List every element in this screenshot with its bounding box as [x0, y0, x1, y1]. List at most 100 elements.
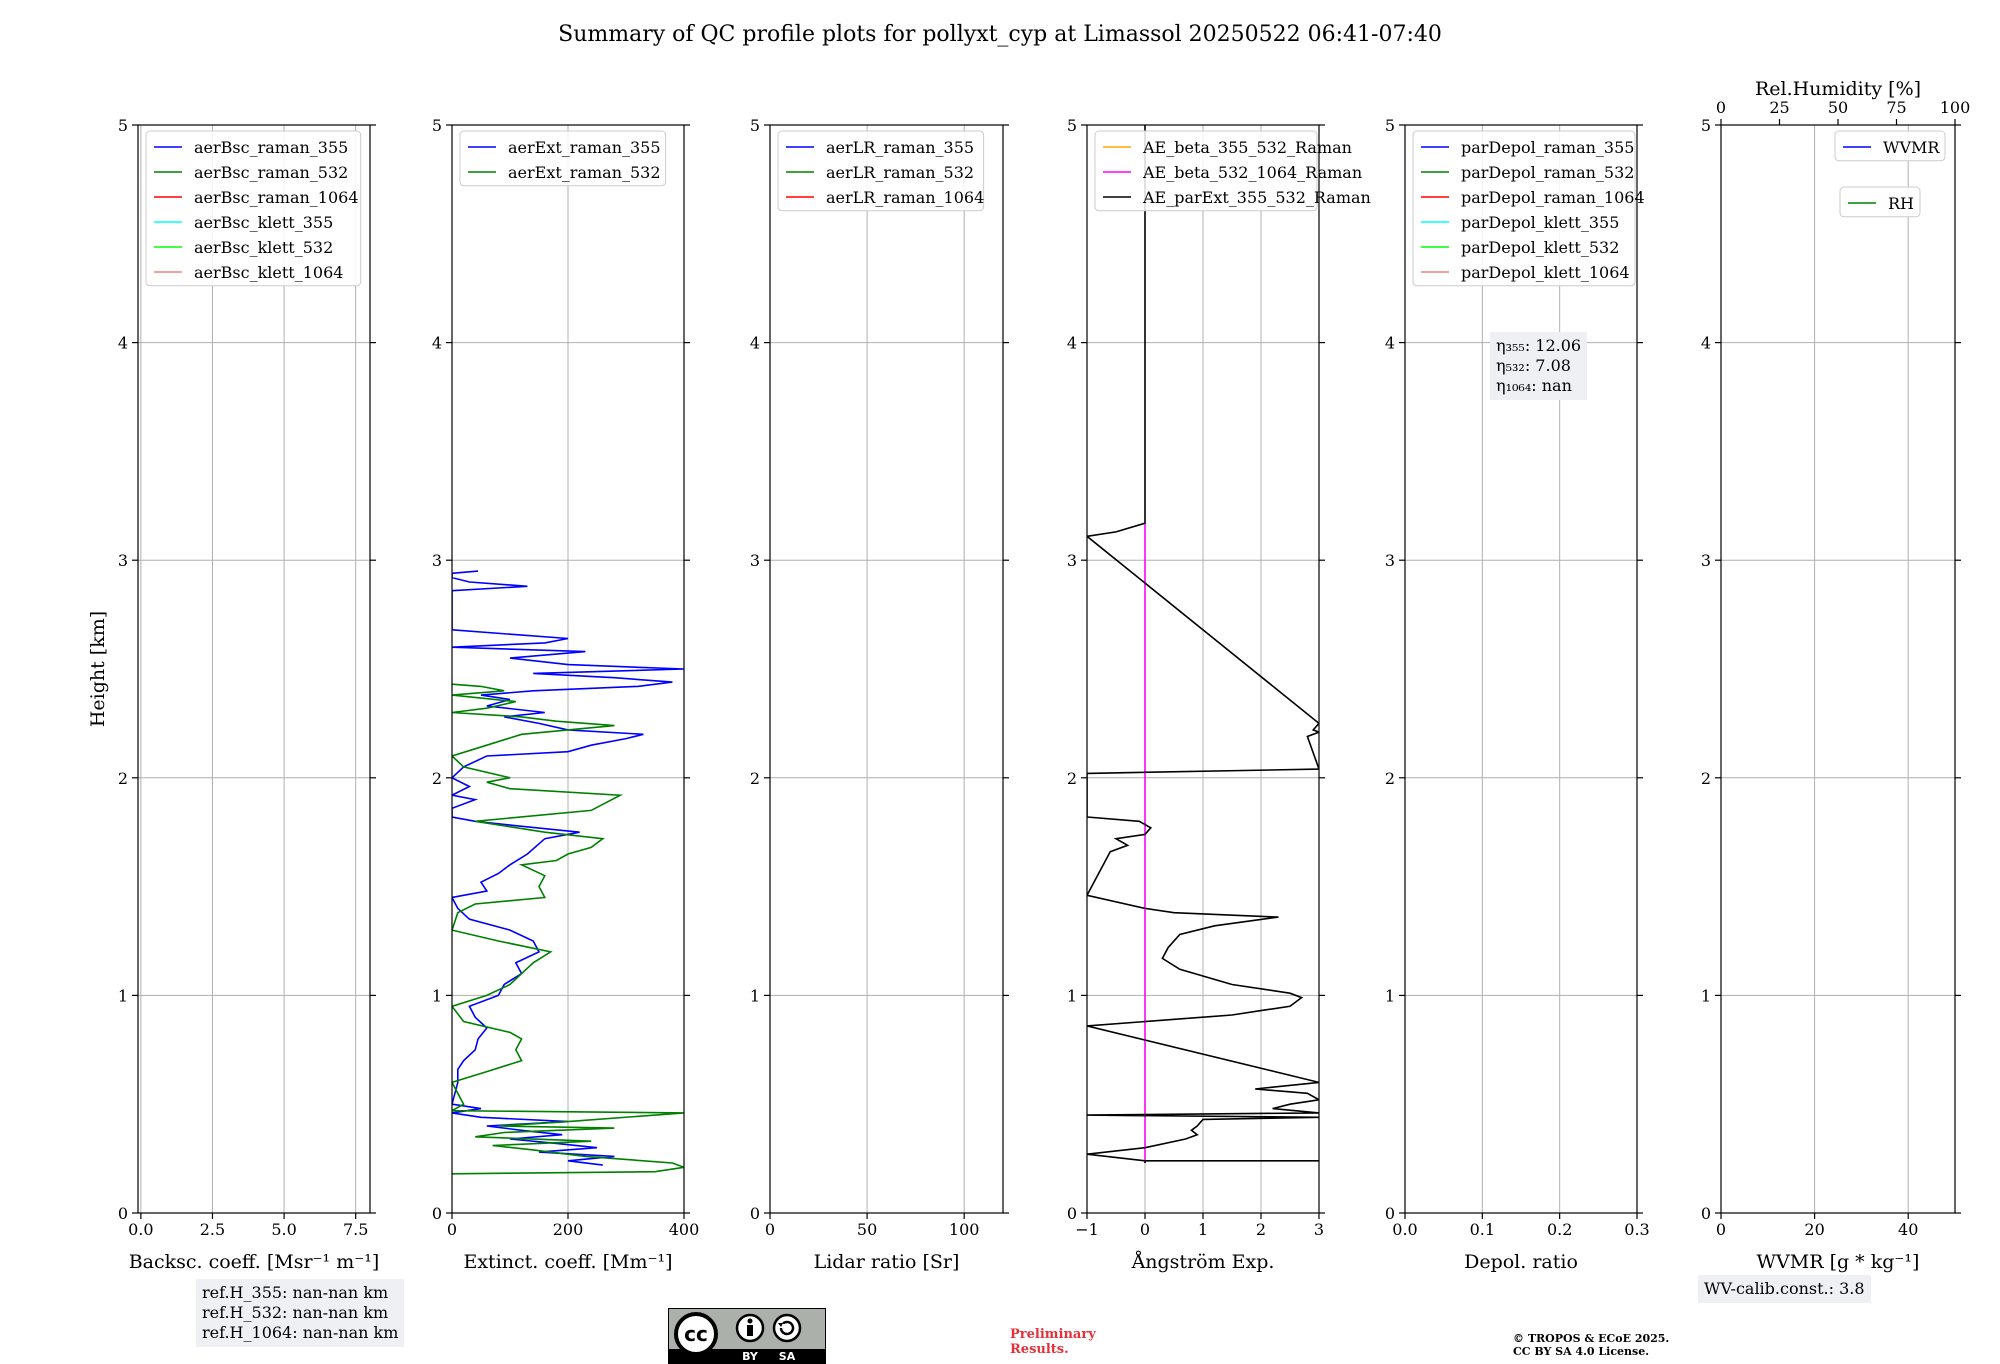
legend-label: aerBsc_raman_532 [194, 163, 348, 182]
legend-label: parDepol_raman_1064 [1461, 188, 1645, 207]
cc-by-sa-badge: cc BY SA [668, 1308, 826, 1364]
legend-label: parDepol_raman_532 [1461, 163, 1634, 182]
y-tick-label: 2 [118, 769, 128, 788]
y-tick-label: 3 [750, 551, 760, 570]
x-tick-label: 100 [949, 1220, 980, 1239]
top-x-tick-label: 75 [1886, 98, 1906, 117]
x-tick-label: 0.0 [1392, 1220, 1417, 1239]
y-tick-label: 3 [432, 551, 442, 570]
legend-label: aerBsc_klett_532 [194, 238, 333, 257]
legend-label: aerBsc_raman_355 [194, 138, 348, 157]
legend-label: parDepol_klett_355 [1461, 213, 1619, 232]
top-x-axis-label: Rel.Humidity [%] [1755, 78, 1921, 100]
x-tick-label: 400 [669, 1220, 700, 1239]
y-tick-label: 3 [1385, 551, 1395, 570]
x-axis-label: Ångström Exp. [1131, 1251, 1275, 1273]
y-tick-label: 1 [1067, 986, 1077, 1005]
y-tick-label: 2 [1067, 769, 1077, 788]
y-tick-label: 4 [432, 334, 442, 353]
y-tick-label: 1 [432, 986, 442, 1005]
legend-label: AE_parExt_355_532_Raman [1142, 188, 1371, 207]
cc-logo-text: cc [684, 1322, 708, 1346]
y-axis-label: Height [km] [87, 611, 109, 727]
ref-h-1064-text: ref.H_1064: nan-nan km [202, 1323, 399, 1342]
x-tick-label: 0 [1140, 1220, 1150, 1239]
y-tick-label: 0 [1385, 1204, 1395, 1223]
page-title: Summary of QC profile plots for pollyxt_… [558, 22, 1442, 47]
y-tick-label: 0 [1701, 1204, 1711, 1223]
x-tick-label: 40 [1898, 1220, 1918, 1239]
y-tick-label: 1 [1701, 986, 1711, 1005]
y-tick-label: 4 [1701, 334, 1711, 353]
x-tick-label: 20 [1804, 1220, 1824, 1239]
y-tick-label: 4 [1385, 334, 1395, 353]
legend: aerExt_raman_355 aerExt_raman_532 [459, 130, 667, 187]
x-tick-label: 7.5 [343, 1220, 368, 1239]
y-tick-label: 2 [750, 769, 760, 788]
eta-1064-text: η₁₀₆₄: nan [1496, 376, 1572, 395]
x-tick-label: 2 [1256, 1220, 1266, 1239]
y-tick-label: 1 [1385, 986, 1395, 1005]
cc-logo-icon [674, 1312, 718, 1356]
y-tick-label: 5 [1067, 116, 1077, 135]
legend-rh: RH [1839, 186, 1921, 218]
legend-label: WVMR [1883, 138, 1940, 157]
axes-frame [1404, 124, 1638, 1214]
legend-label: parDepol_klett_532 [1461, 238, 1619, 257]
x-tick-label: 0 [447, 1220, 457, 1239]
series-line-aerExt_raman_355 [452, 570, 684, 1166]
preliminary-results-note: Preliminary Results. [1010, 1327, 1096, 1357]
top-x-tick-label: 50 [1828, 98, 1848, 117]
copyright-line-2: CC BY SA 4.0 License. [1513, 1345, 1650, 1358]
top-x-tick-label: 25 [1769, 98, 1789, 117]
y-tick-label: 0 [432, 1204, 442, 1223]
x-tick-label: 0.0 [128, 1220, 153, 1239]
legend-label: AE_beta_532_1064_Raman [1142, 163, 1362, 182]
legend: AE_beta_355_532_Raman AE_beta_532_1064_Ra… [1094, 130, 1371, 212]
legend-label: aerBsc_klett_355 [194, 213, 333, 232]
panel-depolarization: 0.0 0.1 0.2 0.3 0 1 2 3 4 5 Depol. ratio parDepol_r… [1385, 116, 1650, 1273]
axes-frame [137, 124, 371, 1214]
copyright-line-1: © TROPOS & ECoE 2025. [1513, 1332, 1670, 1345]
legend-label: parDepol_raman_355 [1461, 138, 1634, 157]
y-tick-label: 2 [1701, 769, 1711, 788]
preliminary-line-1: Preliminary [1010, 1327, 1096, 1342]
x-axis-label: Backsc. coeff. [Msr⁻¹ m⁻¹] [129, 1251, 380, 1273]
y-tick-label: 1 [118, 986, 128, 1005]
preliminary-line-2: Results. [1010, 1342, 1069, 1357]
top-x-tick-label: 0 [1716, 98, 1726, 117]
eta-355-text: η₃₅₅: 12.06 [1496, 336, 1582, 355]
ref-h-355-text: ref.H_355: nan-nan km [202, 1283, 389, 1302]
legend-label: aerExt_raman_355 [508, 138, 661, 157]
legend-frame [1412, 130, 1636, 287]
y-tick-label: 3 [1067, 551, 1077, 570]
panel-backscatter: 0.0 2.5 5.0 7.5 0 1 2 3 4 5 Backsc. coeff. [Msr⁻¹ … [87, 116, 379, 1273]
x-tick-label: 200 [553, 1220, 584, 1239]
legend-frame [145, 130, 362, 287]
legend-label: aerLR_raman_532 [826, 163, 974, 182]
legend: parDepol_raman_355 parDepol_raman_532 parD… [1412, 130, 1645, 287]
y-tick-label: 4 [1067, 334, 1077, 353]
legend-frame [1094, 130, 1318, 212]
x-tick-label: 0.2 [1547, 1220, 1572, 1239]
legend-label: aerLR_raman_1064 [826, 188, 984, 207]
y-tick-label: 3 [1701, 551, 1711, 570]
panel-water_vapor: 0 20 40 0 1 2 3 4 5 WVMR [g * kg⁻¹] 0 25 50 75 100 Rel.… [1701, 78, 1970, 1273]
legend-frame [1839, 186, 1921, 218]
y-tick-label: 5 [750, 116, 760, 135]
axes-frame [1720, 124, 1956, 1214]
y-tick-label: 0 [118, 1204, 128, 1223]
x-tick-label: 0.1 [1470, 1220, 1495, 1239]
legend-frame [777, 130, 985, 212]
x-tick-label: 3 [1314, 1220, 1324, 1239]
y-tick-label: 5 [1385, 116, 1395, 135]
x-axis-label: WVMR [g * kg⁻¹] [1757, 1251, 1920, 1273]
y-tick-label: 0 [750, 1204, 760, 1223]
x-tick-label: 5.0 [271, 1220, 296, 1239]
by-label: BY [742, 1350, 759, 1363]
y-tick-label: 4 [750, 334, 760, 353]
wv-calib-text: WV-calib.const.: 3.8 [1704, 1279, 1865, 1298]
y-tick-label: 2 [432, 769, 442, 788]
